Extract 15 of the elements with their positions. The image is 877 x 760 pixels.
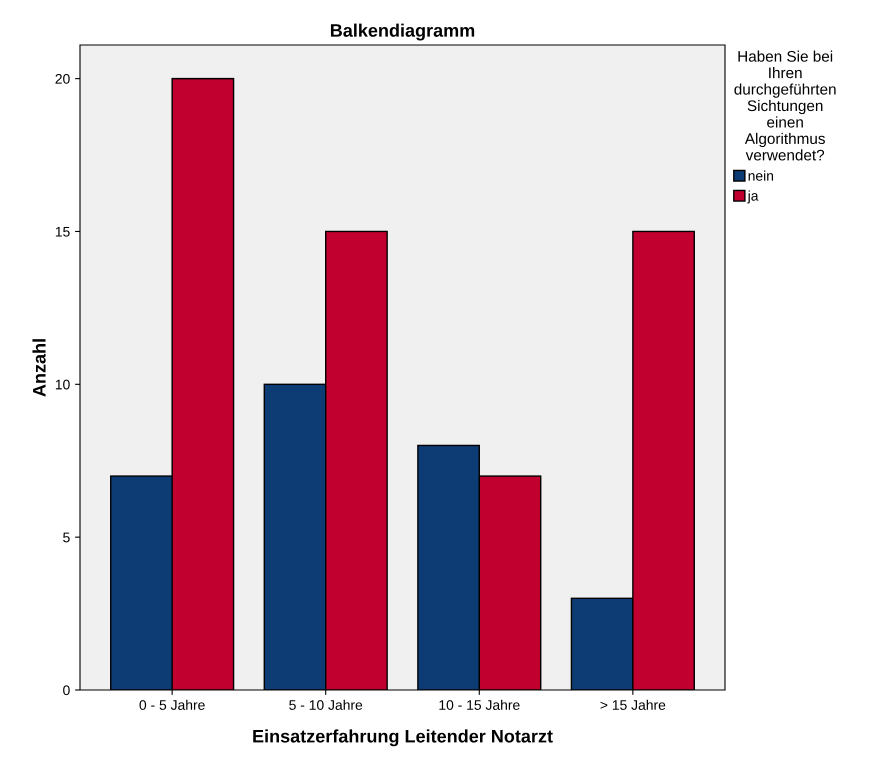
x-tick-label: 0 - 5 Jahre (139, 700, 205, 710)
x-axis-title: Einsatzerfahrung Leitender Notarzt (253, 729, 553, 746)
x-tick-label: 10 - 15 Jahre (439, 700, 520, 710)
y-tick-label: 20 (56, 74, 70, 84)
x-tick-label: > 15 Jahre (600, 700, 666, 710)
legend-label: nein (748, 170, 774, 181)
legend-title: Haben Sie bei Ihren durchgeführten Sichtungen einen Algorithmus verwendet? (734, 50, 836, 161)
y-tick-label: 5 (63, 532, 70, 542)
y-tick-label: 15 (56, 226, 70, 237)
x-tick-label: 5 - 10 Jahre (289, 700, 362, 710)
y-axis-title: Anzahl (32, 339, 46, 397)
y-tick-label: 0 (63, 685, 70, 696)
legend-label: ja (747, 190, 758, 204)
y-tick-label: 10 (56, 380, 70, 390)
chart-title: Balkendiagramm (330, 24, 474, 40)
